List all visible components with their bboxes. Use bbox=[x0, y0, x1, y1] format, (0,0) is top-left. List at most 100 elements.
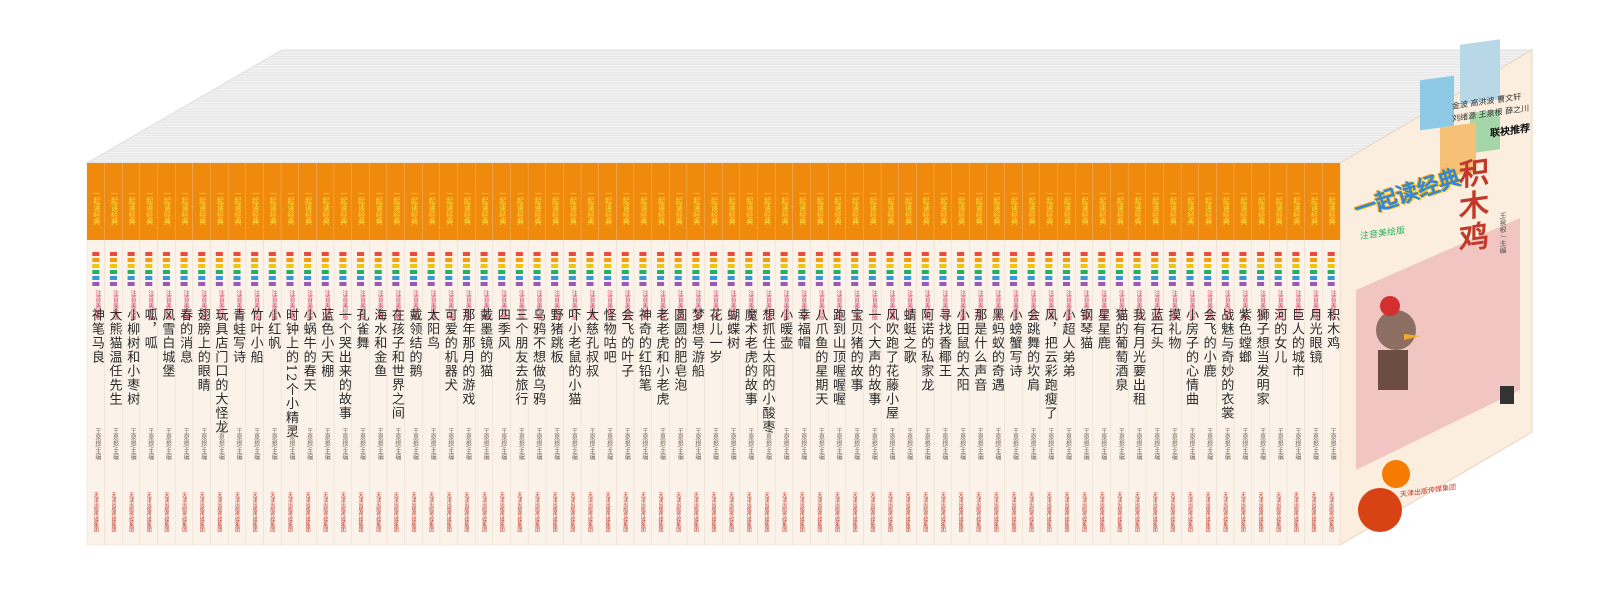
spine-orange-band bbox=[404, 163, 423, 240]
spine-publisher: 天津出版传媒集团 bbox=[1028, 492, 1035, 532]
spine-editor: 王泉根/主编 bbox=[535, 428, 543, 461]
spine-series-name: 一起读经典 bbox=[392, 190, 401, 225]
spine-orange-band bbox=[863, 163, 882, 240]
spine-series-name: 一起读经典 bbox=[1028, 190, 1037, 225]
spine-orange-band bbox=[510, 163, 529, 240]
spine-editor: 王泉根/主编 bbox=[358, 428, 366, 461]
spine-editor: 王泉根/主编 bbox=[411, 428, 419, 461]
spine-edition: 注音美绘版 bbox=[182, 290, 190, 320]
spine-series-name: 一起读经典 bbox=[1169, 190, 1178, 225]
book-spine bbox=[263, 162, 282, 546]
spine-edition: 注音美绘版 bbox=[393, 290, 401, 320]
spine-edition: 注音美绘版 bbox=[570, 290, 578, 320]
spine-title: 怪物咕吧 bbox=[600, 308, 616, 364]
book-spine bbox=[1127, 162, 1147, 546]
cover-author: 王泉根 / 主编 bbox=[1499, 211, 1507, 255]
spine-title: 钢琴猫 bbox=[1077, 308, 1093, 350]
spine-series-name: 一起读经典 bbox=[128, 190, 137, 225]
spine-edition: 注音美绘版 bbox=[887, 290, 895, 320]
spine-edition: 注音美绘版 bbox=[605, 290, 613, 320]
spine-title: 八爪鱼的星期天 bbox=[812, 308, 828, 406]
spine-orange-band bbox=[598, 163, 617, 240]
spine-editor: 王泉根/主编 bbox=[111, 428, 119, 461]
spine-series-name: 一起读经典 bbox=[1204, 190, 1213, 225]
book-spine bbox=[845, 162, 864, 546]
book-spine bbox=[1322, 162, 1341, 546]
spine-series-name: 一起读经典 bbox=[692, 190, 701, 225]
spine-series-name: 一起读经典 bbox=[92, 190, 101, 225]
spine-edition: 注音美绘版 bbox=[1187, 290, 1195, 320]
spine-series-name: 一起读经典 bbox=[851, 190, 860, 225]
spine-publisher: 天津出版传媒集团 bbox=[1063, 492, 1070, 532]
book-spine bbox=[1198, 162, 1217, 546]
spine-title: 那是什么声音 bbox=[971, 308, 987, 392]
book-spine bbox=[1057, 162, 1076, 546]
spine-publisher: 天津出版传媒集团 bbox=[798, 492, 805, 532]
cover-title: 积木鸡 bbox=[1453, 155, 1488, 257]
spine-editor: 王泉根/主编 bbox=[711, 428, 719, 461]
spine-publisher: 天津出版传媒集团 bbox=[551, 492, 558, 532]
spine-title: 海水和金鱼 bbox=[371, 308, 387, 378]
spine-publisher: 天津出版传媒集团 bbox=[251, 492, 258, 532]
spine-publisher: 天津出版传媒集团 bbox=[1116, 492, 1123, 532]
spine-publisher: 天津出版传媒集团 bbox=[163, 492, 170, 532]
spine-publisher: 天津出版传媒集团 bbox=[410, 492, 417, 532]
spine-series-name: 一起读经典 bbox=[410, 190, 419, 225]
spine-publisher: 天津出版传媒集团 bbox=[834, 492, 841, 532]
spine-series-name: 一起读经典 bbox=[834, 190, 843, 225]
spine-series-name: 一起读经典 bbox=[445, 190, 454, 225]
spine-publisher: 天津出版传媒集团 bbox=[657, 492, 664, 532]
spine-series-name: 一起读经典 bbox=[1151, 190, 1160, 225]
spine-publisher: 天津出版传媒集团 bbox=[992, 492, 999, 532]
spine-title: 吓小老鼠的小猫 bbox=[565, 308, 581, 406]
spine-title: 会飞的小鹿 bbox=[1200, 308, 1216, 378]
book-spine bbox=[210, 162, 229, 546]
spine-publisher: 天津出版传媒集团 bbox=[1328, 492, 1335, 532]
spine-title: 花儿一岁 bbox=[706, 308, 722, 364]
spine-edition: 注音美绘版 bbox=[1276, 290, 1284, 320]
spine-title: 神奇的红铅笔 bbox=[635, 308, 651, 392]
spine-edition: 注音美绘版 bbox=[552, 290, 560, 320]
book-spine bbox=[669, 162, 688, 546]
spine-title: 小蜗牛的春天 bbox=[300, 308, 316, 392]
spine-orange-band bbox=[157, 163, 176, 240]
spine-editor: 王泉根/主编 bbox=[887, 428, 895, 461]
spine-orange-band bbox=[175, 163, 193, 240]
spine-editor: 王泉根/主编 bbox=[146, 428, 154, 461]
spine-title: 圆圆的肥皂泡 bbox=[671, 308, 687, 392]
book-spine bbox=[1110, 162, 1129, 546]
spine-series-name: 一起读经典 bbox=[675, 190, 684, 225]
spine-publisher: 天津出版传媒集团 bbox=[622, 492, 629, 532]
spine-series-name: 一起读经典 bbox=[798, 190, 807, 225]
spine-editor: 王泉根/主编 bbox=[587, 428, 595, 461]
spine-series-name: 一起读经典 bbox=[710, 190, 719, 225]
spine-orange-band bbox=[1198, 163, 1217, 240]
book-spine bbox=[457, 162, 476, 546]
spine-edition: 注音美绘版 bbox=[1223, 290, 1231, 320]
spine-orange-band bbox=[722, 163, 740, 240]
spine-publisher: 天津出版传媒集团 bbox=[939, 492, 946, 532]
spine-orange-band bbox=[1128, 163, 1146, 240]
spine-series-name: 一起读经典 bbox=[816, 190, 825, 225]
spine-orange-band bbox=[387, 163, 405, 240]
spine-editor: 王泉根/主编 bbox=[693, 428, 701, 461]
spine-edition: 注音美绘版 bbox=[323, 290, 331, 320]
spine-orange-band bbox=[810, 163, 829, 240]
spine-publisher: 天津出版传媒集团 bbox=[1045, 492, 1052, 532]
spine-series-name: 一起读经典 bbox=[145, 190, 154, 225]
spine-orange-band bbox=[1181, 163, 1199, 240]
spine-title: 摸礼物 bbox=[1165, 308, 1181, 350]
book-spine bbox=[704, 162, 723, 546]
spine-series-name: 一起读经典 bbox=[763, 190, 772, 225]
spine-editor: 王泉根/主编 bbox=[658, 428, 666, 461]
spine-publisher: 天津出版传媒集团 bbox=[481, 492, 488, 532]
spine-orange-band bbox=[1110, 163, 1129, 240]
spine-orange-band bbox=[792, 163, 811, 240]
book-spine bbox=[563, 162, 582, 546]
spine-title: 四季风 bbox=[494, 308, 510, 350]
spine-title: 会跳舞的坎肩 bbox=[1024, 308, 1040, 392]
spine-series-name: 一起读经典 bbox=[728, 190, 737, 225]
spine-editor: 王泉根/主编 bbox=[1223, 428, 1231, 461]
book-spine bbox=[1145, 162, 1164, 546]
spine-editor: 王泉根/主编 bbox=[270, 428, 278, 461]
